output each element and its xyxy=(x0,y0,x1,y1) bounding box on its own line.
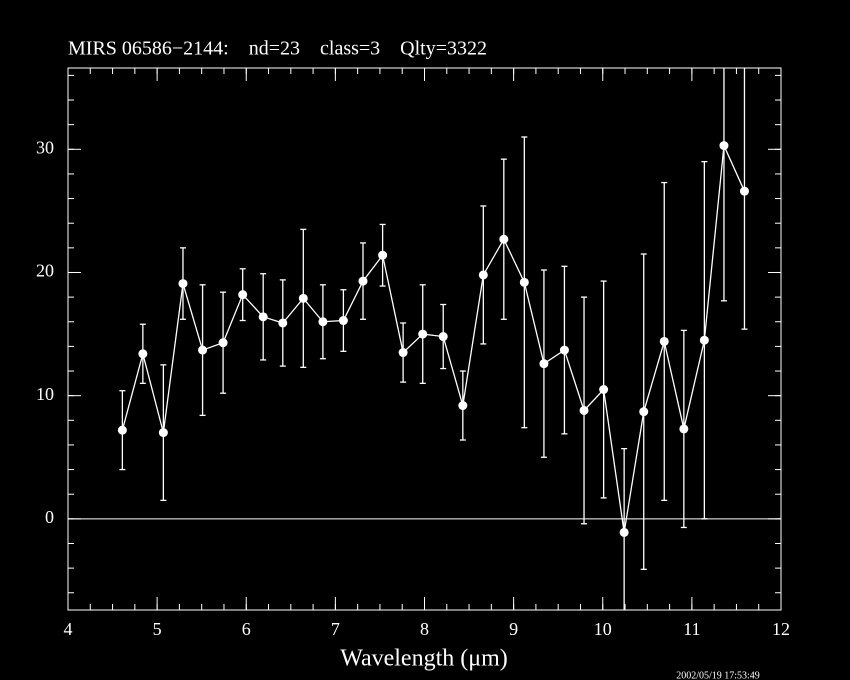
x-tick-label: 6 xyxy=(242,619,251,639)
data-point xyxy=(298,293,308,303)
data-point xyxy=(158,428,168,438)
data-point xyxy=(358,276,368,286)
y-tick-label: 20 xyxy=(36,261,54,281)
data-point xyxy=(559,345,569,355)
data-point xyxy=(499,234,509,244)
data-point xyxy=(478,270,488,280)
data-point xyxy=(178,279,188,289)
data-point xyxy=(418,329,428,339)
x-axis-label: Wavelength (μm) xyxy=(340,646,508,672)
data-point xyxy=(458,401,468,411)
plot-frame xyxy=(67,67,782,611)
x-tick-label: 5 xyxy=(153,619,162,639)
data-point xyxy=(198,345,208,355)
y-tick-label: 30 xyxy=(36,137,54,157)
data-point xyxy=(338,316,348,326)
data-point xyxy=(218,338,228,348)
data-line xyxy=(121,143,746,533)
x-tick-label: 11 xyxy=(683,619,700,639)
data-point xyxy=(539,359,549,369)
data-point xyxy=(719,141,729,151)
data-point xyxy=(398,348,408,358)
y-tick-label: 10 xyxy=(36,384,54,404)
data-point xyxy=(699,335,709,345)
data-point xyxy=(739,186,749,196)
data-point xyxy=(318,317,328,327)
data-point xyxy=(579,405,589,415)
data-point xyxy=(138,349,148,359)
x-tick-label: 7 xyxy=(331,619,340,639)
x-tick-label: 8 xyxy=(420,619,429,639)
data-point xyxy=(619,527,629,537)
data-point xyxy=(659,336,669,346)
x-tick-label: 12 xyxy=(772,619,790,639)
data-point xyxy=(258,312,268,322)
x-tick-label: 4 xyxy=(64,619,73,639)
data-point xyxy=(639,407,649,417)
data-point xyxy=(438,332,448,342)
y-tick-label: 0 xyxy=(45,507,54,527)
data-point xyxy=(679,424,689,434)
x-tick-label: 9 xyxy=(509,619,518,639)
timestamp: 2002/05/19 17:53:49 xyxy=(676,670,760,680)
x-tick-label: 10 xyxy=(594,619,612,639)
data-point xyxy=(378,250,388,260)
plot-area xyxy=(117,68,749,610)
data-point xyxy=(519,277,529,287)
data-point xyxy=(117,425,127,435)
chart-title: MIRS 06586−2144: nd=23 class=3 Qlty=3322 xyxy=(68,38,487,60)
data-point xyxy=(599,385,609,395)
data-point xyxy=(238,290,248,300)
data-point xyxy=(278,318,288,328)
